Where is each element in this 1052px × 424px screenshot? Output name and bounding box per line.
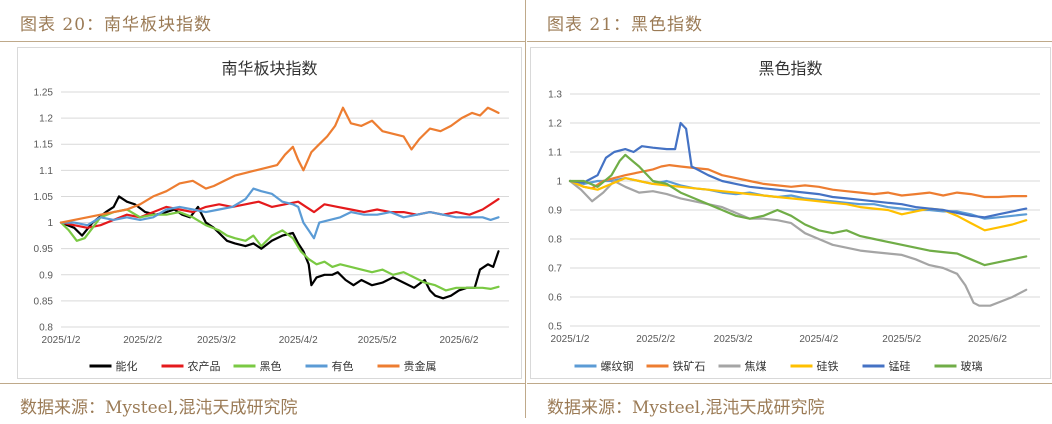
source-rule: [0, 383, 526, 384]
series-line-有色: [59, 187, 500, 240]
legend-label: 玻璃: [961, 359, 983, 373]
y-tick-label: 1: [47, 218, 53, 229]
legend-label: 铁矿石: [673, 360, 706, 373]
y-tick-label: 0.9: [39, 270, 53, 281]
x-tick-label: 2025/2/2: [636, 334, 675, 345]
source-note: 数据来源：Mysteel,混沌天成研究院: [547, 398, 825, 418]
legend-label: 焦煤: [745, 360, 767, 373]
chart-title: 南华板块指数: [221, 60, 317, 78]
x-tick-label: 2025/5/2: [358, 335, 397, 346]
legend-label: 锰硅: [889, 359, 911, 373]
x-tick-label: 2025/6/2: [968, 334, 1007, 345]
y-tick-label: 0.85: [34, 296, 54, 307]
legend-label: 有色: [332, 359, 354, 373]
y-tick-label: 1.2: [548, 119, 562, 130]
panel-divider: [525, 0, 526, 418]
legend-label: 黑色: [260, 359, 282, 373]
y-tick-label: 1.25: [34, 88, 54, 99]
y-tick-label: 1.15: [34, 140, 54, 151]
title-rule: [0, 41, 526, 42]
title-rule: [527, 41, 1052, 42]
x-tick-label: 2025/2/2: [123, 335, 162, 346]
y-tick-label: 0.95: [34, 244, 54, 255]
series-line-硅铁: [568, 177, 1028, 232]
y-tick-label: 1: [556, 177, 562, 188]
panel-black: 图表 21：黑色指数 黑色指数 0.5 0.6 0.7 0.8 0.9 1 1.1 1.2 1.3…: [527, 0, 1052, 424]
x-tick-label: 2025/5/2: [882, 334, 921, 345]
series-line-铁矿石: [568, 164, 1028, 199]
series-line-玻璃: [568, 153, 1028, 267]
y-tick-label: 1.3: [548, 90, 562, 101]
legend-label: 螺纹钢: [601, 359, 634, 373]
x-tick-label: 2025/1/2: [551, 334, 590, 345]
x-tick-label: 2025/6/2: [439, 335, 478, 346]
x-tick-label: 2025/3/2: [714, 334, 753, 345]
series-line-焦煤: [568, 179, 1028, 307]
legend-label: 硅铁: [817, 360, 839, 373]
y-tick-label: 0.8: [548, 235, 562, 246]
y-tick-label: 0.9: [548, 206, 562, 217]
panel-nanhua: 图表 20：南华板块指数 南华板块指数 0.8 0.85 0.9 0.95 1 1.05 1.…: [0, 15, 526, 418]
y-tick-label: 0.5: [548, 322, 562, 333]
y-tick-label: 1.1: [39, 166, 53, 177]
source-rule: [527, 383, 1052, 384]
series-line-能化: [59, 195, 500, 300]
legend-label: 能化: [116, 359, 138, 373]
y-tick-label: 1.2: [39, 114, 53, 125]
nanhua-chart: 南华板块指数 0.8 0.85 0.9 0.95 1 1.05 1.1 1.15 1.2 1.25 2…: [34, 60, 509, 373]
y-tick-label: 0.6: [548, 293, 562, 304]
chart-title: 黑色指数: [758, 60, 822, 78]
x-tick-label: 2025/4/2: [799, 334, 838, 345]
y-tick-label: 0.7: [548, 264, 562, 275]
legend-label: 贵金属: [404, 359, 437, 373]
figure-title: 图表 21：黑色指数: [547, 15, 704, 35]
x-tick-label: 2025/3/2: [197, 335, 236, 346]
figure-title: 图表 20：南华板块指数: [20, 15, 213, 35]
x-tick-label: 2025/1/2: [42, 335, 81, 346]
series-line-贵金属: [59, 106, 500, 224]
y-tick-label: 1.1: [548, 148, 562, 159]
series-line-黑色: [59, 208, 500, 292]
y-tick-label: 0.8: [39, 323, 53, 334]
black-chart: 黑色指数 0.5 0.6 0.7 0.8 0.9 1 1.1 1.2 1.3 2025/1/2 202…: [548, 60, 1040, 373]
y-tick-label: 1.05: [34, 192, 54, 203]
source-note: 数据来源：Mysteel,混沌天成研究院: [20, 398, 298, 418]
legend-label: 农产品: [188, 359, 221, 373]
x-tick-label: 2025/4/2: [279, 335, 318, 346]
chart-frame: 南华板块指数 0.8 0.85 0.9 0.95 1 1.05 1.1 1.15 1.2 1.25 2…: [17, 47, 522, 379]
series-line-锰硅: [568, 121, 1028, 219]
chart-frame: 黑色指数 0.5 0.6 0.7 0.8 0.9 1 1.1 1.2 1.3 2025/1/2 202…: [530, 47, 1051, 379]
